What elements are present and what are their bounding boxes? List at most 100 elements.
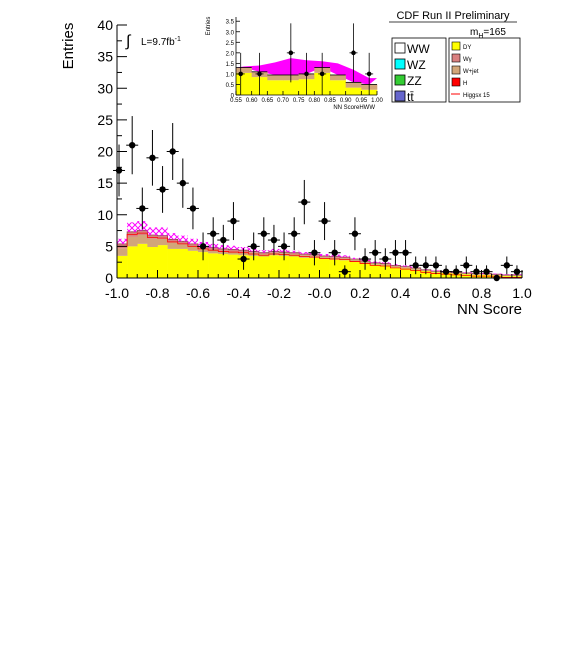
data-point — [267, 224, 280, 256]
x-tick-label: -0.2 — [267, 285, 291, 301]
stack-bar-dy — [268, 255, 280, 278]
data-marker — [280, 243, 288, 250]
y-tick-label: 35 — [97, 49, 113, 65]
legend-label: WZ — [407, 58, 426, 72]
stack-bar-w-jet — [117, 248, 128, 256]
data-point — [440, 265, 453, 278]
stack-bar-dy — [370, 264, 381, 278]
data-marker — [128, 141, 136, 149]
stack-bar-w-jet — [147, 238, 158, 248]
legend-label: WW — [407, 42, 430, 56]
signal-bar — [157, 227, 168, 236]
inset-x-axis-title: NN ScoreHWW — [333, 105, 375, 111]
data-marker — [169, 148, 176, 155]
x-tick-label: -0.8 — [145, 285, 169, 301]
data-marker — [351, 230, 359, 237]
inset-y-tick-label: 3.0 — [226, 30, 235, 36]
data-marker — [199, 243, 207, 250]
svg-text:L=9.7fb-1: L=9.7fb-1 — [141, 36, 181, 48]
data-marker — [301, 198, 308, 206]
stack-bar-dy — [187, 250, 199, 278]
data-point — [328, 240, 341, 266]
data-point — [227, 202, 240, 241]
y-tick-label: 0 — [105, 270, 113, 286]
stack-bar-dy — [258, 256, 270, 278]
inset-data-point — [255, 52, 264, 95]
inset-x-tick-label: 0.85 — [324, 98, 336, 104]
stack-bar-w- — [167, 239, 179, 243]
data-marker — [361, 255, 369, 263]
inset-x-tick-label: 0.75 — [293, 98, 305, 104]
stack-bar-w-jet — [228, 251, 239, 255]
stack-bar-w- — [289, 252, 300, 254]
data-marker — [452, 268, 460, 275]
inset-stack-bar-wjet — [236, 67, 252, 73]
x-tick-label: 0.6 — [431, 285, 451, 301]
data-marker — [513, 268, 521, 275]
data-marker — [270, 236, 278, 244]
legend-swatch — [451, 77, 461, 87]
data-marker — [189, 205, 197, 212]
stack-bar-dy — [117, 255, 128, 278]
svg-text:mH=165: mH=165 — [470, 27, 506, 40]
signal-bar — [319, 253, 330, 256]
stack-bar-dy — [177, 248, 189, 278]
y-tick-label: 30 — [97, 80, 113, 96]
data-point — [399, 240, 412, 266]
inset-data-marker — [257, 71, 262, 77]
stack-bar-dy — [420, 271, 432, 278]
y-axis-title: Entries — [60, 23, 77, 70]
data-marker — [230, 217, 237, 225]
data-point — [510, 265, 523, 278]
inset-stack-bar-wjet — [267, 74, 284, 81]
data-marker — [442, 268, 450, 275]
x-tick-label: 1.0 — [512, 285, 532, 301]
stack-bar-dy — [380, 265, 391, 278]
legend-label: DY — [463, 45, 471, 51]
inset-data-marker — [366, 71, 372, 77]
inset-data-point — [286, 23, 295, 83]
data-point — [318, 202, 331, 241]
data-point — [389, 240, 402, 266]
stack-bar-dy — [360, 263, 371, 278]
data-marker — [463, 262, 470, 269]
stack-bar-w-jet — [400, 267, 411, 269]
data-marker — [503, 262, 511, 269]
stack-bar-w- — [147, 234, 158, 239]
stack-bar-dy — [137, 243, 148, 278]
inset-data-marker — [288, 50, 294, 56]
stack-bar-w- — [177, 241, 189, 244]
signal-bar — [258, 250, 269, 253]
inset-data-marker — [238, 71, 243, 77]
data-point — [197, 232, 210, 261]
legend-swatch — [394, 58, 406, 70]
data-point — [247, 232, 260, 261]
data-marker — [382, 255, 389, 263]
inset-y-tick-label: 2.5 — [226, 41, 235, 47]
stack-bar-dy — [228, 254, 239, 278]
inset-stack-bar-wjet — [330, 74, 346, 81]
inset-x-tick-label: 0.65 — [261, 98, 273, 104]
stack-bar-w- — [299, 253, 310, 256]
data-point — [217, 224, 230, 256]
stack-bar-dy — [198, 252, 209, 278]
data-point — [470, 265, 483, 278]
stack-bar-dy — [299, 257, 310, 278]
data-point — [186, 187, 199, 230]
data-point — [429, 256, 442, 275]
data-marker — [402, 249, 409, 256]
x-tick-label: 0.8 — [472, 285, 492, 301]
data-marker — [412, 262, 419, 269]
data-marker — [473, 268, 480, 275]
legend-swatch — [394, 74, 406, 86]
y-tick-label: 40 — [97, 17, 113, 33]
experiment-label: CDF Run II Preliminary — [396, 10, 510, 22]
legend-swatch — [451, 53, 461, 63]
data-point — [348, 217, 361, 251]
inset-x-tick-label: 0.55 — [230, 98, 242, 104]
stack-bar-dy — [248, 255, 260, 278]
stack-bar-dy — [208, 253, 219, 278]
stack-bar-w-jet — [349, 259, 361, 262]
stack-bar-w- — [187, 243, 199, 247]
inset-data-point — [349, 23, 358, 83]
